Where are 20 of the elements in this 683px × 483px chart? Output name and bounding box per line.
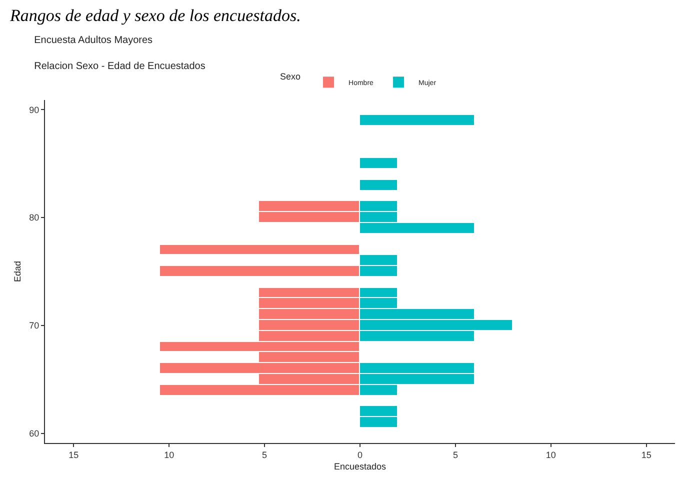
text: Rangos de edad y sexo de los encuestados.: [9, 6, 301, 25]
y-tick-label: 70: [29, 320, 40, 331]
bar: [359, 157, 398, 169]
x-tick-label: 15: [641, 450, 652, 460]
bar: [359, 179, 398, 191]
x-tick-label: 5: [452, 450, 458, 460]
bar: [359, 114, 475, 126]
x-axis-title: Encuestados: [334, 462, 387, 472]
y-tick-label: 80: [29, 212, 40, 223]
x-tick-label: 0: [357, 450, 363, 460]
y-tick-label: 90: [29, 104, 40, 115]
x-tick-label: 10: [546, 450, 556, 460]
x-tick-label: 10: [164, 450, 174, 460]
x-tick-label: 15: [68, 450, 79, 460]
chart-title: Encuesta Adultos Mayores: [34, 35, 153, 46]
y-axis-title: Edad: [12, 260, 23, 282]
chart-subtitle: Relacion Sexo - Edad de Encuestados: [34, 61, 206, 72]
legend-title: Sexo: [280, 71, 301, 82]
x-tick-label: 5: [262, 450, 268, 460]
y-tick-label: 60: [29, 428, 40, 438]
